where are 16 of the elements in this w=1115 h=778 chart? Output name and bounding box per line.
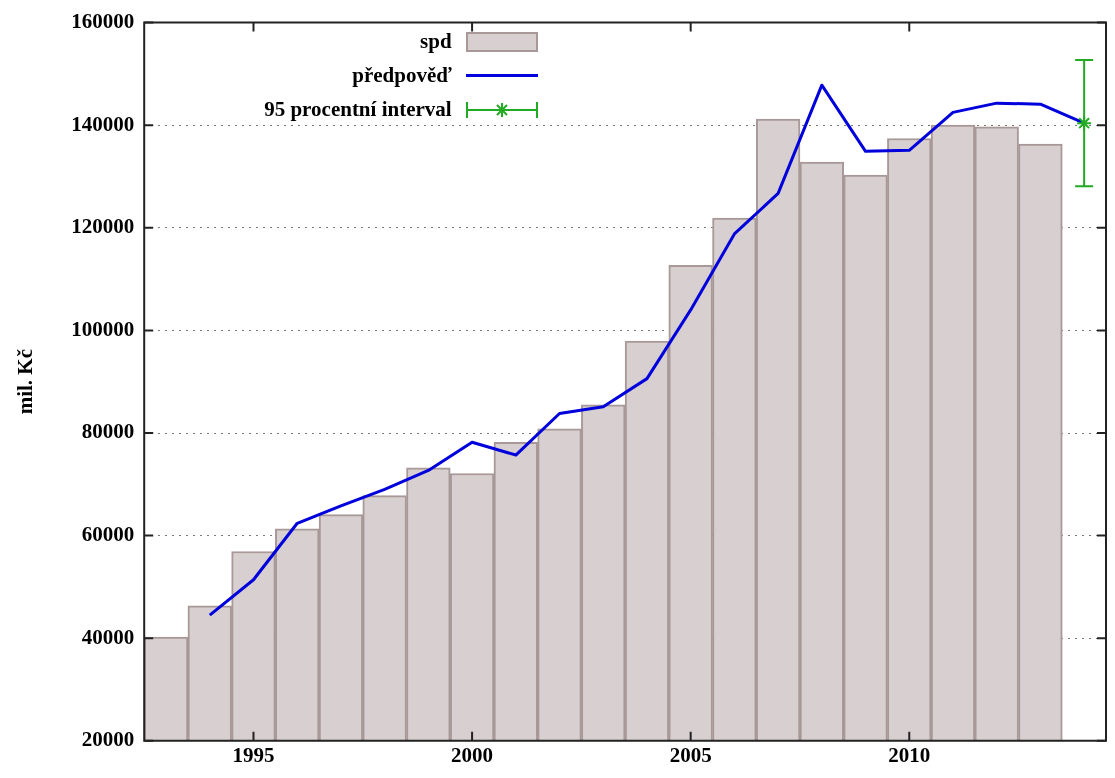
- y-tick-label: 100000: [71, 316, 135, 341]
- x-tick-label: 2010: [888, 742, 931, 767]
- y-tick-label: 120000: [71, 214, 135, 239]
- y-tick-label: 140000: [71, 111, 135, 136]
- y-tick-label: 80000: [81, 419, 135, 444]
- y-tick-label: 40000: [81, 624, 135, 649]
- x-tick-label: 2005: [669, 742, 712, 767]
- legend-label: předpověď: [352, 63, 452, 89]
- y-tick-label: 160000: [71, 9, 135, 34]
- y-axis-title: mil. Kč: [13, 349, 38, 415]
- legend-label: spd: [420, 29, 452, 55]
- y-tick-label: 20000: [81, 727, 135, 752]
- x-tick-label: 1995: [232, 742, 275, 767]
- y-tick-label: 60000: [81, 522, 135, 547]
- legend-label: 95 procentní interval: [264, 97, 452, 123]
- x-tick-label: 2000: [451, 742, 494, 767]
